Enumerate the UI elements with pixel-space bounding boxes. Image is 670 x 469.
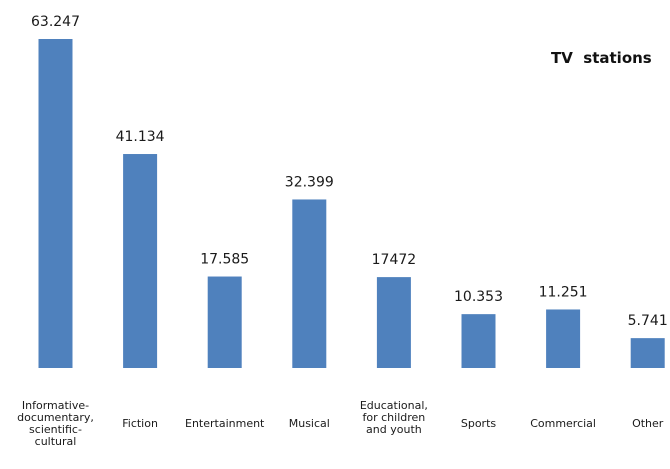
- value-labels-group: 63.247 41.134 17.585 32.399 17472 10.353 11.25…: [31, 14, 668, 329]
- bar-5: [461, 314, 496, 368]
- value-label-1: 41.134: [116, 129, 165, 145]
- category-label-0: Informative-documentary, scientific-cultu…: [17, 399, 94, 448]
- value-label-7: 5.741: [628, 313, 668, 329]
- category-label-5: Sports: [461, 417, 497, 430]
- category-label-1: Fiction: [122, 417, 158, 430]
- bar-7: [630, 338, 665, 368]
- category-label-7: Other: [632, 417, 664, 430]
- chart-title: TV stations: [551, 49, 652, 67]
- value-label-5: 10.353: [454, 289, 503, 305]
- value-label-0: 63.247: [31, 14, 80, 30]
- category-label-3: Musical: [289, 417, 330, 430]
- category-label-2: Entertainment: [185, 417, 265, 430]
- bar-2: [207, 276, 242, 368]
- bar-4: [376, 277, 411, 368]
- category-labels-group: Informative-documentary, scientific-cultu…: [17, 399, 664, 448]
- value-label-6: 11.251: [539, 284, 588, 300]
- value-label-2: 17.585: [200, 252, 249, 268]
- bars-group: [38, 39, 665, 368]
- category-label-4: Educational, for children and youth: [360, 399, 428, 436]
- bar-3: [292, 199, 327, 368]
- value-label-4: 17472: [372, 252, 417, 268]
- bar-1: [123, 154, 158, 368]
- bar-6: [546, 309, 581, 368]
- category-label-6: Commercial: [530, 417, 596, 430]
- bar-0: [38, 39, 73, 368]
- value-label-3: 32.399: [285, 174, 334, 190]
